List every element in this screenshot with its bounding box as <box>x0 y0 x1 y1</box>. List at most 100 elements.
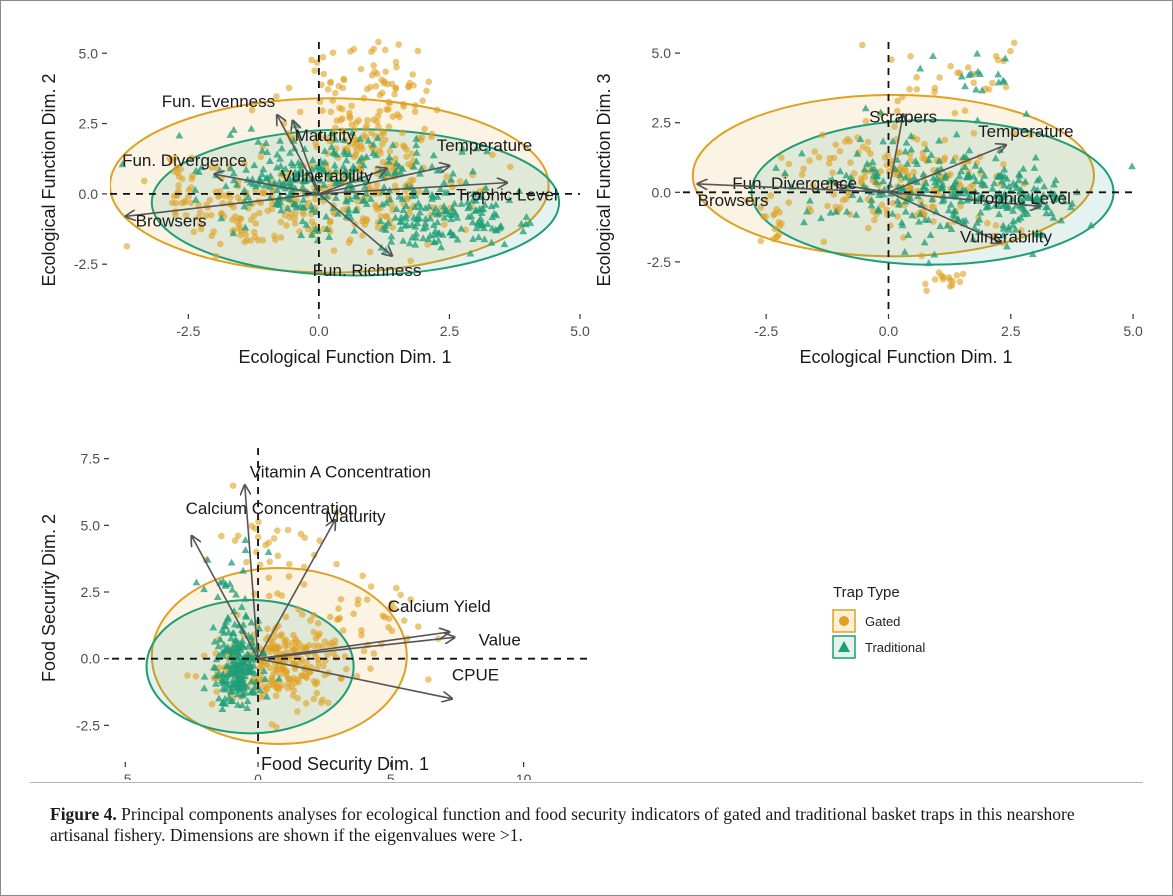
point-traditional <box>467 212 476 220</box>
legend-swatch-traditional <box>838 641 850 652</box>
point-traditional <box>856 195 864 203</box>
point-traditional <box>275 674 283 682</box>
point-gated <box>307 617 314 624</box>
point-gated <box>358 627 365 634</box>
point-gated <box>418 133 426 141</box>
point-gated <box>272 667 280 675</box>
point-gated <box>248 106 256 114</box>
loading-arrow <box>318 193 392 256</box>
point-gated <box>247 216 255 223</box>
point-traditional <box>994 78 1003 86</box>
point-gated <box>984 219 991 227</box>
point-gated <box>280 665 288 672</box>
point-gated <box>403 153 410 161</box>
point-traditional <box>482 147 491 155</box>
point-traditional <box>397 217 406 225</box>
point-gated <box>830 154 838 162</box>
point-traditional <box>226 164 235 172</box>
point-gated <box>1000 160 1007 168</box>
point-traditional <box>229 125 238 133</box>
point-traditional <box>246 178 255 186</box>
point-gated <box>348 102 355 110</box>
point-traditional <box>222 662 231 669</box>
point-gated <box>333 560 340 568</box>
point-traditional <box>276 136 285 144</box>
point-traditional <box>927 150 936 158</box>
point-traditional <box>904 230 913 238</box>
point-gated <box>945 274 953 281</box>
point-traditional <box>226 131 235 138</box>
caption-label: Figure 4. <box>50 804 117 824</box>
point-traditional <box>327 129 336 137</box>
point-traditional <box>233 690 242 698</box>
point-gated <box>1017 227 1025 234</box>
point-gated <box>288 639 296 647</box>
point-traditional <box>876 108 885 116</box>
point-traditional <box>408 233 417 241</box>
point-gated <box>964 64 972 71</box>
loading-label: Browsers <box>698 191 769 210</box>
point-traditional <box>362 189 370 197</box>
point-gated <box>339 627 347 634</box>
point-traditional <box>435 229 444 237</box>
loading-label: Vitamin A Concentration <box>250 462 431 481</box>
point-gated <box>184 672 191 679</box>
legend-title: Trap Type <box>833 584 900 601</box>
point-gated <box>254 236 262 244</box>
y-tick-label: -2.5 <box>647 254 671 270</box>
point-traditional <box>323 225 331 233</box>
point-traditional <box>898 221 907 229</box>
point-gated <box>333 117 341 124</box>
point-traditional <box>230 176 238 184</box>
point-traditional <box>832 207 841 215</box>
point-gated <box>851 169 858 177</box>
point-gated <box>411 108 419 116</box>
point-traditional <box>215 694 223 702</box>
point-traditional <box>995 210 1003 218</box>
point-gated <box>382 46 389 54</box>
point-gated <box>800 165 807 173</box>
point-gated <box>256 209 263 217</box>
point-gated <box>373 181 381 189</box>
point-gated <box>970 129 978 137</box>
point-traditional <box>210 637 219 645</box>
point-traditional <box>957 167 966 175</box>
point-traditional <box>387 232 396 240</box>
point-traditional <box>982 198 991 206</box>
point-gated <box>379 128 387 135</box>
point-gated <box>284 526 292 534</box>
point-traditional <box>867 201 876 209</box>
point-traditional <box>295 169 304 177</box>
y-tick-label: 2.5 <box>79 116 99 132</box>
point-traditional <box>411 203 419 210</box>
point-gated <box>885 168 893 175</box>
point-traditional <box>277 206 286 214</box>
point-traditional <box>239 657 248 665</box>
point-gated <box>213 688 221 695</box>
point-gated <box>324 86 332 93</box>
point-traditional <box>361 182 369 190</box>
point-traditional <box>331 179 340 187</box>
point-gated <box>266 558 274 566</box>
point-traditional <box>243 704 252 712</box>
point-traditional <box>221 622 230 630</box>
point-traditional <box>228 585 237 593</box>
point-gated <box>379 158 387 166</box>
point-traditional <box>450 199 459 207</box>
point-traditional <box>332 193 340 201</box>
point-gated <box>188 154 195 162</box>
point-traditional <box>488 213 497 221</box>
point-traditional <box>853 149 862 157</box>
point-gated <box>359 232 366 239</box>
point-gated <box>269 646 277 653</box>
point-traditional <box>856 135 865 143</box>
point-traditional <box>384 157 393 165</box>
point-traditional <box>411 191 420 199</box>
point-gated <box>347 48 354 55</box>
point-gated <box>329 97 337 104</box>
loading-label: Scrapers <box>869 107 937 126</box>
point-traditional <box>191 195 200 203</box>
point-traditional <box>1060 197 1069 205</box>
point-gated <box>400 617 408 624</box>
point-traditional <box>291 176 300 184</box>
